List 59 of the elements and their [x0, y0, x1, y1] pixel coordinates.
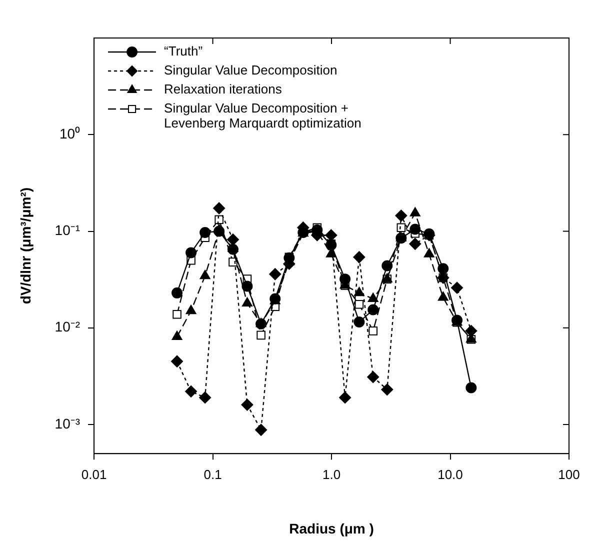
- point: [367, 371, 380, 384]
- point: [326, 240, 337, 251]
- point: [340, 274, 351, 285]
- y-axis-title: dV/dlnr (μm³/μm²): [17, 187, 34, 304]
- point: [396, 232, 407, 244]
- point: [172, 310, 182, 319]
- point: [214, 226, 225, 237]
- point: [438, 292, 448, 301]
- point: [354, 286, 364, 296]
- x-tick-label: 0.1: [204, 466, 222, 482]
- y-tick-label: 10⁻²: [54, 318, 80, 335]
- point: [354, 300, 364, 309]
- point: [381, 384, 394, 396]
- y-tick-label: 10⁻¹: [54, 222, 80, 238]
- point: [368, 292, 378, 302]
- point: [227, 244, 238, 255]
- point: [241, 398, 254, 411]
- point: [199, 392, 212, 404]
- point: [186, 304, 196, 314]
- point: [242, 297, 252, 306]
- y-tick-label: 10⁻³: [54, 415, 80, 432]
- point: [410, 207, 420, 216]
- point: [368, 326, 378, 336]
- point: [172, 287, 183, 298]
- legend-label: Singular Value Decomposition: [164, 62, 338, 78]
- point: [255, 424, 268, 436]
- point: [409, 238, 422, 250]
- point: [269, 268, 282, 280]
- point: [410, 224, 421, 235]
- legend-label: “Truth”: [164, 44, 203, 59]
- point: [368, 304, 379, 316]
- point: [395, 210, 408, 222]
- point: [353, 251, 366, 264]
- x-axis-title: Radius (μm ): [289, 520, 374, 536]
- point: [242, 280, 253, 292]
- point: [185, 385, 198, 398]
- point: [172, 330, 182, 340]
- point: [354, 316, 365, 328]
- legend-label: Singular Value Decomposition + Levenberg Marquardt optimization: [164, 100, 362, 131]
- point: [186, 247, 197, 258]
- point: [451, 282, 464, 294]
- point: [466, 382, 477, 394]
- point: [200, 270, 210, 280]
- point: [226, 234, 239, 246]
- x-tick-label: 1.0: [322, 466, 341, 482]
- point: [200, 227, 211, 238]
- x-tick-label: 100: [558, 466, 580, 482]
- point: [424, 228, 435, 240]
- point: [171, 355, 184, 368]
- point: [382, 260, 393, 272]
- point: [438, 263, 449, 274]
- point: [424, 248, 434, 258]
- point: [213, 202, 226, 214]
- point: [339, 392, 352, 404]
- x-tick-label: 10.0: [438, 466, 463, 482]
- legend-label: Relaxation iterations: [164, 82, 282, 97]
- x-tick-label: 0.01: [81, 466, 107, 482]
- y-tick-label: 10⁰: [59, 125, 80, 142]
- point: [256, 330, 266, 340]
